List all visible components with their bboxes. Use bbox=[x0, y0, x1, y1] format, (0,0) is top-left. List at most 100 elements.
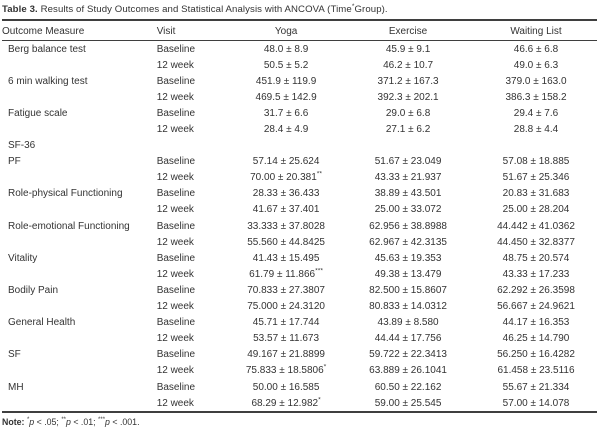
cell-waiting-list: 20.83 ± 31.683 bbox=[502, 188, 570, 200]
table-row: 12 week 75.833 ± 18.5806* 63.889 ± 26.1041… bbox=[2, 363, 597, 379]
cell-exercise: 63.889 ± 26.1041 bbox=[369, 365, 447, 377]
cell-outcome-measure bbox=[2, 57, 157, 73]
cell-yoga: 70.00 ± 20.381** bbox=[250, 170, 323, 184]
footnote-p-symbol: p bbox=[65, 417, 71, 428]
cell-visit: 12 week bbox=[156, 268, 194, 280]
cell-exercise: 82.500 ± 15.8607 bbox=[369, 284, 447, 296]
cell-waiting-list: 51.67 ± 25.346 bbox=[502, 172, 570, 184]
cell-outcome-measure: Role-physical Functioning bbox=[8, 188, 123, 200]
cell-outcome-measure: SF bbox=[8, 349, 21, 361]
cell-outcome-measure bbox=[2, 395, 157, 412]
cell-exercise: 46.2 ± 10.7 bbox=[383, 59, 434, 71]
cell-waiting-list: 57.00 ± 14.078 bbox=[502, 397, 570, 409]
table-row: PF Baseline 57.14 ± 25.624 51.67 ± 23.049 57… bbox=[2, 154, 597, 170]
table-row: 12 week 53.57 ± 11.673 44.44 ± 17.756 46.25… bbox=[2, 331, 597, 347]
cell-visit: 12 week bbox=[156, 124, 194, 136]
cell-visit: Baseline bbox=[156, 188, 196, 200]
cell-exercise: 51.67 ± 23.049 bbox=[374, 156, 442, 168]
column-header-yoga: Yoga bbox=[231, 20, 342, 41]
cell-waiting-list: 44.442 ± 41.0362 bbox=[497, 220, 575, 232]
column-header-visit: Visit bbox=[156, 20, 232, 41]
cell-yoga: 451.9 ± 119.9 bbox=[255, 75, 317, 87]
cell-exercise: 59.00 ± 25.545 bbox=[374, 397, 442, 409]
cell-exercise: 371.2 ± 167.3 bbox=[377, 75, 439, 87]
cell-visit: Baseline bbox=[156, 349, 196, 361]
significance-asterisk: ** bbox=[316, 170, 323, 178]
cell-outcome-measure: Vitality bbox=[8, 252, 38, 264]
cell-exercise: 43.33 ± 21.937 bbox=[374, 172, 442, 184]
table-footnote: Note: *p < .05; **p < .01; ***p < .001. bbox=[2, 417, 597, 428]
cell-exercise: 43.89 ± 8.580 bbox=[377, 317, 439, 329]
cell-waiting-list: 49.0 ± 6.3 bbox=[513, 59, 559, 71]
table-title-text: Results of Study Outcomes and Statistica… bbox=[37, 4, 352, 15]
cell-waiting-list: 44.17 ± 16.353 bbox=[502, 317, 570, 329]
cell-outcome-measure bbox=[2, 121, 157, 137]
results-table: Outcome Measure Visit Yoga Exercise Wait… bbox=[2, 19, 597, 414]
cell-visit: 12 week bbox=[156, 204, 194, 216]
cell-waiting-list bbox=[475, 138, 597, 154]
cell-exercise: 392.3 ± 202.1 bbox=[377, 91, 439, 103]
cell-yoga: 57.14 ± 25.624 bbox=[252, 156, 320, 168]
cell-visit: Baseline bbox=[156, 284, 196, 296]
cell-visit: Baseline bbox=[156, 43, 196, 55]
cell-outcome-measure: General Health bbox=[8, 317, 76, 329]
table-row: 12 week 75.000 ± 24.3120 80.833 ± 14.0312 5… bbox=[2, 299, 597, 315]
cell-visit: 12 week bbox=[156, 91, 194, 103]
cell-visit: 12 week bbox=[156, 172, 194, 184]
table-title-text-end: Group). bbox=[354, 4, 388, 15]
table-title: Table 3. Results of Study Outcomes and S… bbox=[2, 3, 597, 16]
cell-outcome-measure: Bodily Pain bbox=[8, 284, 59, 296]
cell-waiting-list: 46.6 ± 6.8 bbox=[513, 43, 559, 55]
cell-waiting-list: 44.450 ± 32.8377 bbox=[497, 236, 575, 248]
cell-exercise: 45.9 ± 9.1 bbox=[385, 43, 431, 55]
cell-waiting-list: 48.75 ± 20.574 bbox=[502, 252, 570, 264]
cell-visit: Baseline bbox=[156, 381, 196, 393]
table-number-label: Table 3. bbox=[2, 4, 38, 15]
column-header-waiting-list: Waiting List bbox=[475, 20, 597, 41]
table-row: Fatigue scale Baseline 31.7 ± 6.6 29.0 ± 6.… bbox=[2, 105, 597, 121]
table-row: 12 week 61.79 ± 11.866*** 49.38 ± 13.479 43… bbox=[2, 266, 597, 282]
table-row: Role-emotional Functioning Baseline 33.333… bbox=[2, 218, 597, 234]
footnote-p-symbol: p bbox=[105, 417, 110, 428]
cell-exercise: 29.0 ± 6.8 bbox=[385, 107, 431, 119]
cell-outcome-measure: Berg balance test bbox=[8, 43, 86, 55]
cell-outcome-measure bbox=[2, 202, 157, 218]
cell-outcome-measure: Role-emotional Functioning bbox=[8, 220, 130, 232]
cell-yoga: 469.5 ± 142.9 bbox=[255, 91, 317, 103]
table-row: Bodily Pain Baseline 70.833 ± 27.3807 82.50… bbox=[2, 282, 597, 298]
cell-waiting-list: 25.00 ± 28.204 bbox=[502, 204, 570, 216]
significance-asterisk: *** bbox=[315, 267, 324, 275]
cell-waiting-list: 29.4 ± 7.6 bbox=[513, 107, 559, 119]
footnote-asterisk: * bbox=[26, 417, 30, 424]
cell-yoga: 28.4 ± 4.9 bbox=[263, 124, 309, 136]
cell-yoga: 50.5 ± 5.2 bbox=[263, 59, 309, 71]
cell-outcome-measure: 6 min walking test bbox=[8, 75, 88, 87]
column-header-exercise: Exercise bbox=[341, 20, 475, 41]
cell-yoga bbox=[231, 138, 341, 154]
cell-waiting-list: 57.08 ± 18.885 bbox=[502, 156, 570, 168]
cell-visit bbox=[157, 138, 231, 154]
table-row: 12 week 55.560 ± 44.8425 62.967 ± 42.3135 4… bbox=[2, 234, 597, 250]
cell-yoga: 53.57 ± 11.673 bbox=[253, 333, 320, 345]
table-header: Outcome Measure Visit Yoga Exercise Wait… bbox=[2, 20, 597, 41]
cell-waiting-list: 28.8 ± 4.4 bbox=[513, 124, 559, 136]
cell-yoga: 68.29 ± 12.982* bbox=[251, 396, 321, 409]
cell-waiting-list: 43.33 ± 17.233 bbox=[502, 268, 570, 280]
cell-waiting-list: 62.292 ± 26.3598 bbox=[497, 284, 575, 296]
cell-visit: Baseline bbox=[156, 220, 196, 232]
cell-outcome-measure bbox=[2, 170, 157, 186]
cell-waiting-list: 61.458 ± 23.5116 bbox=[497, 365, 575, 377]
table-row: General Health Baseline 45.71 ± 17.744 43.8… bbox=[2, 315, 597, 331]
cell-outcome-measure bbox=[2, 299, 157, 315]
header-row: Outcome Measure Visit Yoga Exercise Wait… bbox=[2, 20, 597, 41]
table-row: Berg balance test Baseline 48.0 ± 8.9 45.9 … bbox=[2, 41, 597, 58]
cell-yoga: 75.000 ± 24.3120 bbox=[247, 301, 325, 313]
cell-visit: Baseline bbox=[156, 156, 196, 168]
cell-visit: Baseline bbox=[156, 75, 196, 87]
cell-exercise: 27.1 ± 6.2 bbox=[385, 124, 431, 136]
cell-waiting-list: 55.67 ± 21.334 bbox=[502, 381, 570, 393]
cell-yoga: 33.333 ± 37.8028 bbox=[247, 220, 325, 232]
cell-yoga: 31.7 ± 6.6 bbox=[263, 107, 309, 119]
cell-waiting-list: 379.0 ± 163.0 bbox=[505, 75, 567, 87]
cell-outcome-measure bbox=[2, 234, 157, 250]
